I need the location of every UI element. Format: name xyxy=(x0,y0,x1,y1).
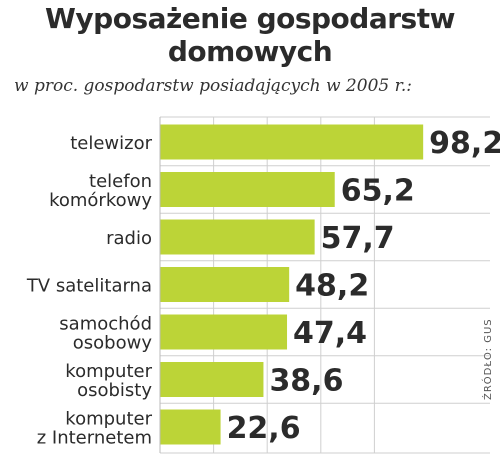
chart-subtitle: w proc. gospodarstw posiadających w 2005… xyxy=(14,76,412,96)
category-label: radio xyxy=(106,228,152,249)
bar xyxy=(160,314,288,350)
value-label: 65,2 xyxy=(341,174,415,209)
bar xyxy=(160,219,315,255)
value-label: 48,2 xyxy=(295,269,369,304)
bar xyxy=(160,362,264,397)
value-label: 38,6 xyxy=(269,364,343,399)
chart-title: Wyposażenie gospodarstw domowych xyxy=(0,2,500,68)
category-label: komputer xyxy=(65,361,152,382)
value-label: 57,7 xyxy=(321,221,395,256)
category-label: osobowy xyxy=(73,333,153,354)
source-note: ŹRÓDŁO: GUS xyxy=(483,318,494,400)
category-label: telewizor xyxy=(70,133,152,154)
category-label: samochód xyxy=(59,314,152,335)
bar xyxy=(160,172,335,207)
value-label: 98,2 xyxy=(429,126,500,161)
category-label: komórkowy xyxy=(49,190,152,211)
chart-title-line-1: Wyposażenie gospodarstw xyxy=(45,2,455,35)
bar xyxy=(160,409,221,445)
chart-title-line-2: domowych xyxy=(167,35,333,68)
category-label: osobisty xyxy=(77,380,152,401)
category-label: komputer xyxy=(65,409,152,430)
category-label: TV satelitarna xyxy=(26,276,152,297)
category-label: z Internetem xyxy=(37,428,152,449)
value-label: 22,6 xyxy=(227,411,301,446)
bar xyxy=(160,267,290,302)
value-label: 47,4 xyxy=(293,316,367,351)
bar xyxy=(160,124,424,160)
category-label: telefon xyxy=(89,171,152,192)
